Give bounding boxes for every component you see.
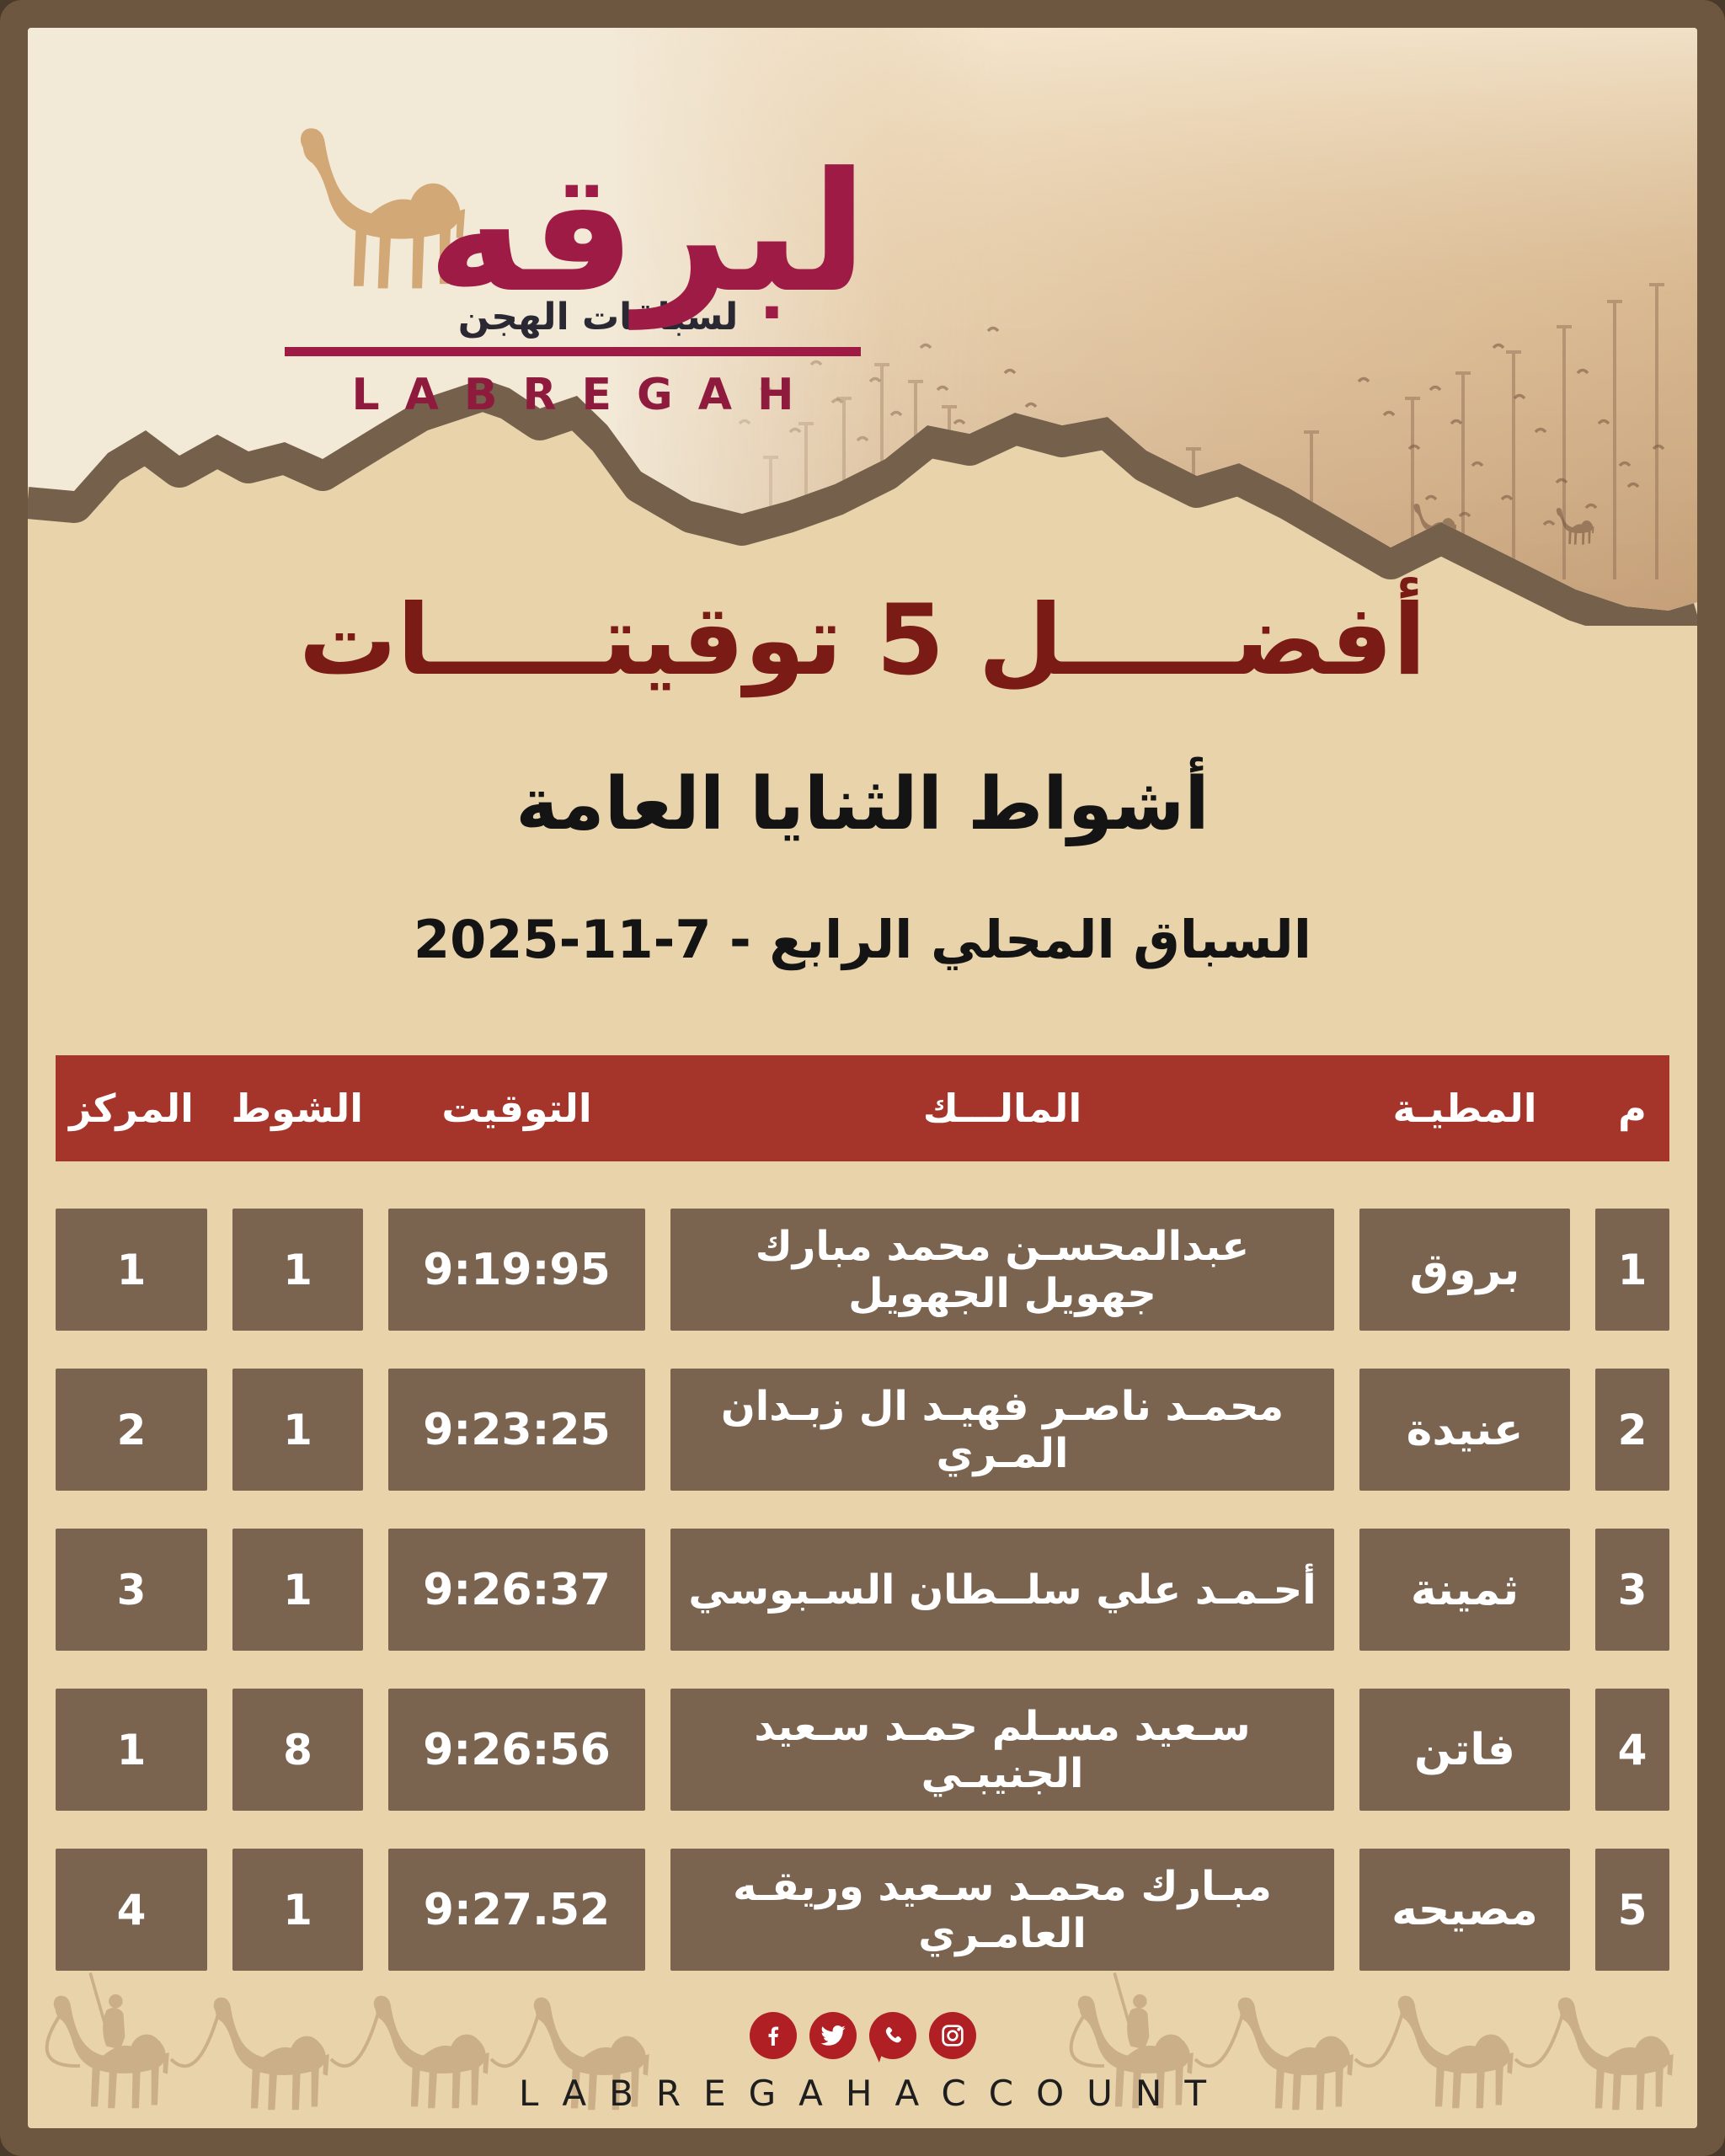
table-row: 5 مصيحه مبـارك محمـد سـعيد وريقـه العامـ… — [56, 1849, 1669, 1971]
cell-num: 5 — [1595, 1849, 1669, 1971]
cell-camel: عنيدة — [1359, 1369, 1570, 1491]
table-row: 1 بروق عبدالمحسـن محمد مبارك جهويل الجهو… — [56, 1209, 1669, 1331]
cell-owner: أحـمـد علي سلــطان السـبوسي — [670, 1529, 1334, 1651]
col-header-round: الشوط — [231, 1086, 363, 1131]
section-title: أشواط الثنايا العامة — [515, 762, 1210, 846]
logo-latin-wordmark: LABREGAH — [351, 370, 820, 420]
cell-camel: ثمينة — [1359, 1529, 1570, 1651]
cell-rank: 2 — [56, 1369, 207, 1491]
col-header-owner: المالـــك — [922, 1086, 1082, 1131]
cell-num: 4 — [1595, 1689, 1669, 1811]
cell-round: 1 — [232, 1849, 363, 1971]
header-art — [28, 28, 1697, 626]
cell-time: 9:27.52 — [388, 1849, 645, 1971]
cell-num: 2 — [1595, 1369, 1669, 1491]
logo-underline — [285, 347, 861, 356]
track-photo — [28, 28, 1697, 611]
cell-rank: 1 — [56, 1689, 207, 1811]
twitter-icon[interactable] — [809, 2012, 857, 2059]
table-row: 2 عنيدة محمـد ناصـر فهيـد ال زبـدان المـ… — [56, 1369, 1669, 1491]
cell-round: 1 — [232, 1369, 363, 1491]
social-handle: LABREGAHACCOUNT — [518, 2073, 1229, 2114]
cell-owner: سـعيد مسـلم حمـد سـعيد الجنيبـي — [670, 1689, 1334, 1811]
logo-arabic-wordmark: لبرقه — [427, 137, 868, 329]
camel-caravan-icon — [1069, 1972, 1674, 2111]
cell-round: 1 — [232, 1209, 363, 1331]
table-row: 4 فاتن سـعيد مسـلم حمـد سـعيد الجنيبـي 9… — [56, 1689, 1669, 1811]
cell-rank: 3 — [56, 1529, 207, 1651]
cell-time: 9:23:25 — [388, 1369, 645, 1491]
whatsapp-icon[interactable] — [866, 2012, 916, 2063]
cell-num: 1 — [1595, 1209, 1669, 1331]
poster-canvas: لبرقه لسباقات الهجن LABREGAH أفضـــــل 5… — [28, 28, 1697, 2128]
facebook-icon[interactable] — [749, 2012, 797, 2059]
cell-camel: بروق — [1359, 1209, 1570, 1331]
cell-rank: 1 — [56, 1209, 207, 1331]
cell-owner: عبدالمحسـن محمد مبارك جهويل الجهويل — [670, 1209, 1334, 1331]
cell-owner: محمـد ناصـر فهيـد ال زبـدان المـري — [670, 1369, 1334, 1491]
col-header-rank: المركز — [69, 1086, 194, 1131]
camel-caravan-icon — [45, 1972, 649, 2111]
cell-rank: 4 — [56, 1849, 207, 1971]
race-info: السباق المحلي الرابع - 7-11-2025 — [414, 909, 1311, 970]
torn-paper-edge — [28, 372, 1697, 626]
cell-round: 8 — [232, 1689, 363, 1811]
instagram-icon[interactable] — [928, 2012, 976, 2059]
page-title: أفضـــــل 5 توقيتـــــات — [298, 584, 1427, 697]
table-row: 3 ثمينة أحـمـد علي سلــطان السـبوسي 9:26… — [56, 1529, 1669, 1651]
social-links — [28, 2012, 1697, 2063]
col-header-num: م — [1618, 1086, 1647, 1131]
cell-num: 3 — [1595, 1529, 1669, 1651]
cell-time: 9:26:37 — [388, 1529, 645, 1651]
results-table: م المطيـة المالـــك التوقيت الشوط المركز… — [56, 1055, 1669, 1971]
cell-camel: فاتن — [1359, 1689, 1570, 1811]
cell-camel: مصيحه — [1359, 1849, 1570, 1971]
brand-logo: لبرقه لسباقات الهجن LABREGAH — [278, 82, 868, 420]
col-header-time: التوقيت — [441, 1086, 592, 1131]
table-header: م المطيـة المالـــك التوقيت الشوط المركز — [56, 1055, 1669, 1161]
logo-tagline: لسباقات الهجن — [457, 296, 739, 339]
cell-owner: مبـارك محمـد سـعيد وريقـه العامـري — [670, 1849, 1334, 1971]
col-header-camel: المطيـة — [1392, 1086, 1537, 1131]
whatsapp-bubble-tail — [866, 2043, 884, 2063]
table-body: 1 بروق عبدالمحسـن محمد مبارك جهويل الجهو… — [56, 1209, 1669, 1971]
cell-time: 9:19:95 — [388, 1209, 645, 1331]
cell-round: 1 — [232, 1529, 363, 1651]
cell-time: 9:26:56 — [388, 1689, 645, 1811]
